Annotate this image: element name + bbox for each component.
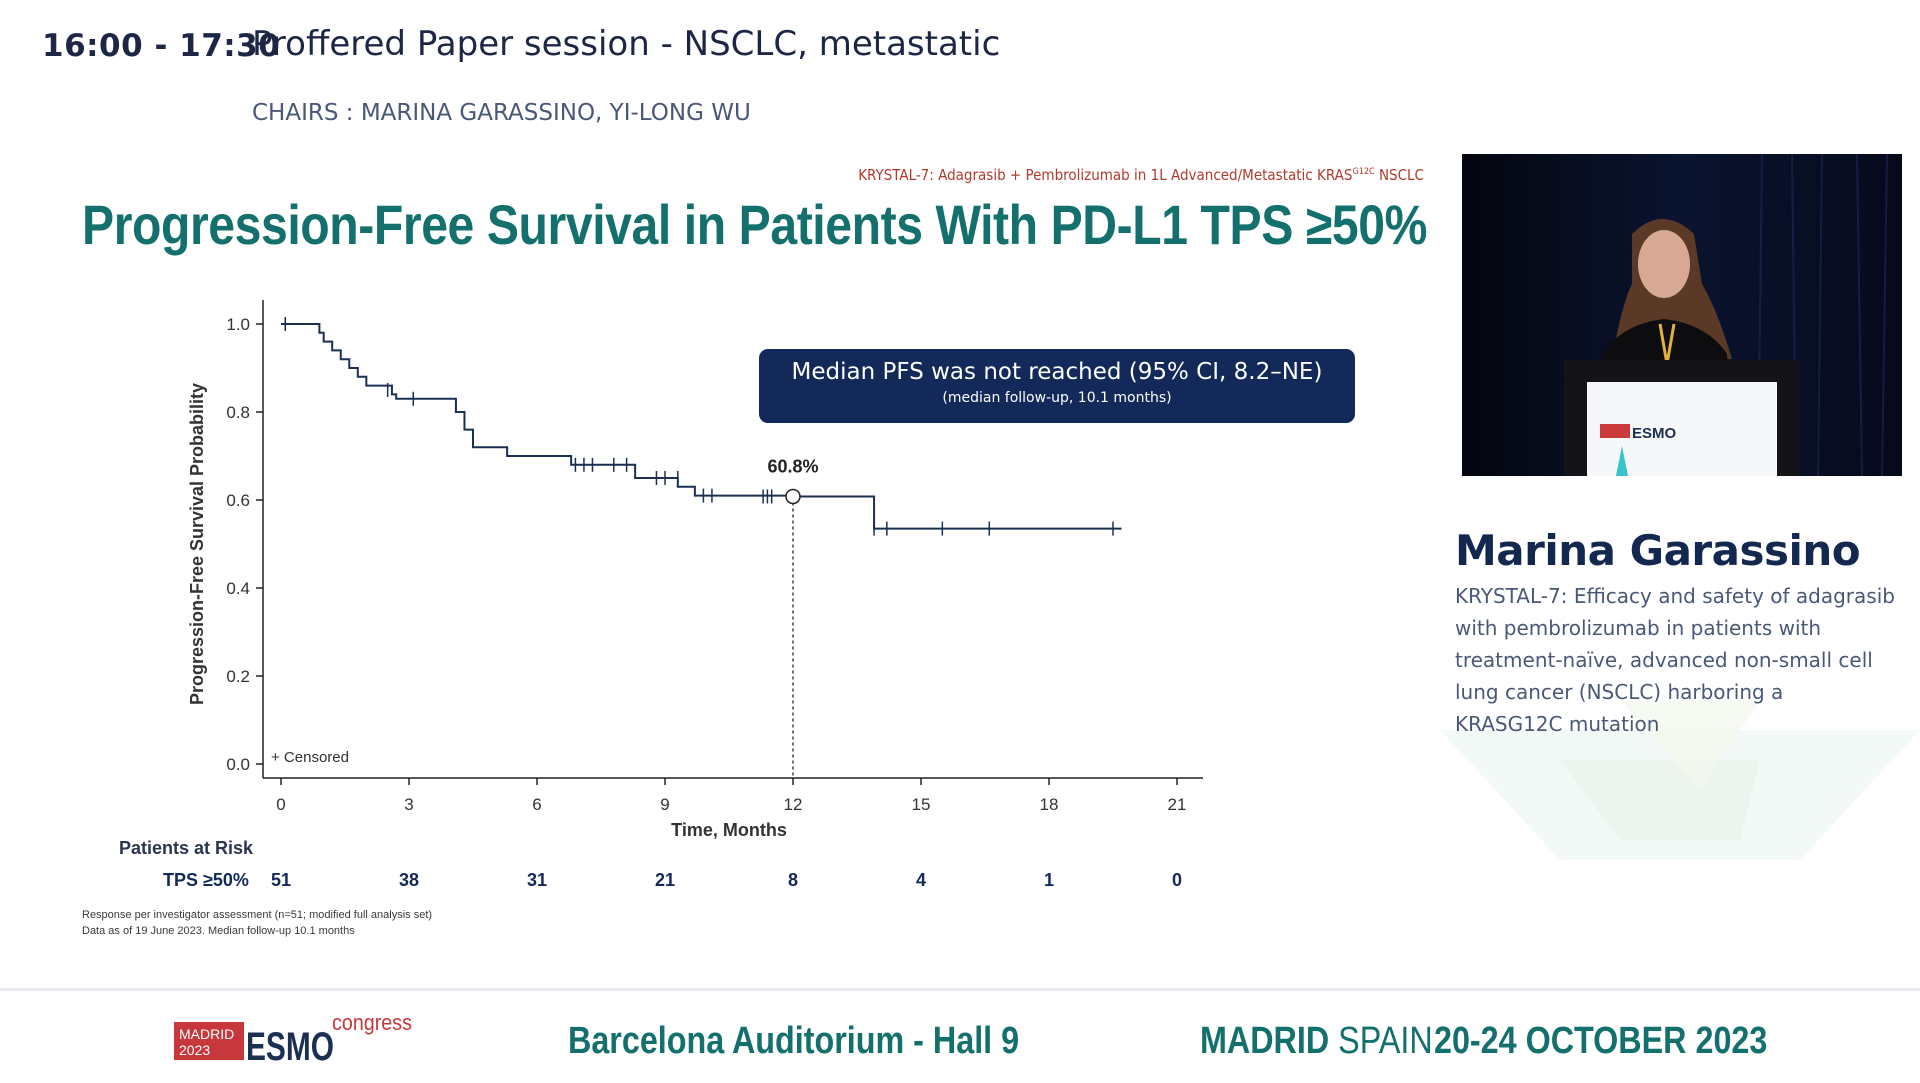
risk-table-title: Patients at Risk xyxy=(119,838,254,858)
x-tick-label: 15 xyxy=(912,795,931,814)
y-tick-label: 1.0 xyxy=(226,315,250,334)
x-tick-label: 9 xyxy=(660,795,669,814)
logo-word: congress xyxy=(332,1012,412,1035)
annotation-label: 60.8% xyxy=(767,456,818,476)
risk-value: 31 xyxy=(526,870,548,890)
y-tick-label: 0.8 xyxy=(226,403,250,422)
risk-value: 0 xyxy=(1171,870,1183,890)
risk-value: 4 xyxy=(915,870,927,890)
y-tick-label: 0.4 xyxy=(226,579,250,598)
callout-sub-text: (median follow-up, 10.1 months) xyxy=(942,390,1172,406)
logo-year: 2023 xyxy=(179,1042,210,1058)
risk-value: 38 xyxy=(398,870,420,890)
x-axis-label: Time, Months xyxy=(671,820,787,840)
x-tick-label: 21 xyxy=(1168,795,1187,814)
risk-value: 1 xyxy=(1043,870,1055,890)
risk-value: 8 xyxy=(787,870,799,890)
median-pfs-callout: Median PFS was not reached (95% CI, 8.2–… xyxy=(759,349,1355,423)
podium-logo-text: ESMO xyxy=(1632,425,1677,442)
x-tick-label: 6 xyxy=(532,795,541,814)
session-chairs: CHAIRS : MARINA GARASSINO, YI-LONG WU xyxy=(252,100,751,126)
esmo-congress-logo: MADRID 2023 ESMO congress xyxy=(174,1012,412,1069)
x-tick-label: 18 xyxy=(1040,795,1059,814)
y-tick-label: 0.2 xyxy=(226,667,250,686)
footnote-1: Response per investigator assessment (n=… xyxy=(82,909,433,921)
talk-title: KRYSTAL-7: Efficacy and safety of adagra… xyxy=(1455,584,1895,736)
y-axis-label: Progression-Free Survival Probability xyxy=(187,383,207,705)
annotation-marker xyxy=(785,488,801,505)
footnote-2: Data as of 19 June 2023. Median follow-u… xyxy=(82,925,355,937)
location-country: SPAIN xyxy=(1338,1020,1433,1062)
session-title: Proffered Paper session - NSCLC, metasta… xyxy=(252,24,1001,64)
logo-city: MADRID xyxy=(179,1026,234,1042)
censored-legend: + Censored xyxy=(271,749,349,766)
risk-value: 51 xyxy=(270,870,292,890)
venue-label: Barcelona Auditorium - Hall 9 xyxy=(568,1020,1020,1062)
x-tick-label: 0 xyxy=(276,795,285,814)
speaker-name: Marina Garassino xyxy=(1455,526,1861,575)
risk-row-label: TPS ≥50% xyxy=(163,870,249,890)
km-survival-curve xyxy=(281,323,1122,530)
speaker-video-frame: ESMO xyxy=(1462,154,1902,476)
speaker-video: ESMO xyxy=(1462,154,1902,476)
session-time: 16:00 - 17:30 xyxy=(42,28,281,64)
y-tick-label: 0.6 xyxy=(226,491,250,510)
location-city: MADRID xyxy=(1200,1020,1330,1062)
location-label: MADRID SPAIN xyxy=(1200,1020,1433,1063)
x-tick-label: 3 xyxy=(404,795,413,814)
logo-brand: ESMO xyxy=(246,1025,334,1069)
slide-title: Progression-Free Survival in Patients Wi… xyxy=(82,193,1427,256)
congress-dates: 20-24 OCTOBER 2023 xyxy=(1434,1020,1768,1062)
slide-kicker: KRYSTAL-7: Adagrasib + Pembrolizumab in … xyxy=(858,166,1424,184)
callout-main-text: Median PFS was not reached (95% CI, 8.2–… xyxy=(791,359,1323,385)
y-tick-label: 0.0 xyxy=(226,755,250,774)
x-tick-label: 12 xyxy=(784,795,803,814)
risk-value: 21 xyxy=(654,870,676,890)
footer-bar xyxy=(0,988,1920,1083)
